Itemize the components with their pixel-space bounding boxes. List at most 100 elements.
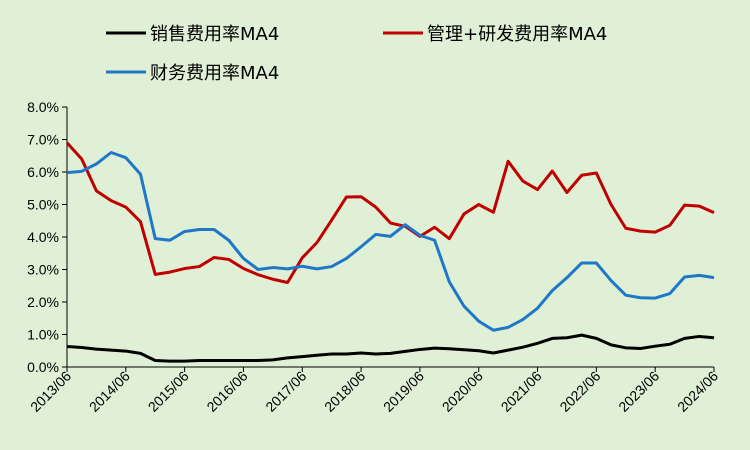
data-point bbox=[639, 347, 641, 349]
data-point bbox=[154, 273, 156, 275]
data-point bbox=[433, 226, 435, 228]
x-tick-label: 2018/06 bbox=[321, 368, 368, 415]
x-tick-label: 2024/06 bbox=[674, 368, 721, 415]
data-point bbox=[345, 196, 347, 198]
data-point bbox=[713, 276, 715, 278]
data-point bbox=[625, 347, 627, 349]
data-point bbox=[522, 318, 524, 320]
data-point bbox=[698, 205, 700, 207]
data-point bbox=[463, 213, 465, 215]
data-point bbox=[669, 224, 671, 226]
y-axis-ticks: 0.0% 1.0% 2.0% 3.0% 4.0% 5.0% 6.0% 7.0% 8.0% bbox=[27, 99, 67, 375]
y-tick-label: 4.0% bbox=[27, 229, 59, 245]
x-axis-ticks: 2013/06 2014/06 2015/06 2016/06 2017/06 2018/… bbox=[27, 367, 721, 415]
y-tick-label: 1.0% bbox=[27, 327, 59, 343]
x-tick-label: 2023/06 bbox=[615, 368, 662, 415]
data-point bbox=[301, 257, 303, 259]
data-point bbox=[610, 279, 612, 281]
data-point bbox=[404, 223, 406, 225]
x-tick-label: 2020/06 bbox=[439, 368, 486, 415]
data-point bbox=[404, 350, 406, 352]
data-point bbox=[713, 337, 715, 339]
data-point bbox=[522, 346, 524, 348]
data-point bbox=[654, 345, 656, 347]
data-point bbox=[330, 353, 332, 355]
data-point bbox=[683, 276, 685, 278]
data-point bbox=[698, 274, 700, 276]
data-point bbox=[139, 221, 141, 223]
data-point bbox=[169, 239, 171, 241]
data-point bbox=[389, 222, 391, 224]
data-point bbox=[639, 230, 641, 232]
data-point bbox=[478, 350, 480, 352]
data-point bbox=[654, 297, 656, 299]
data-point bbox=[110, 151, 112, 153]
data-point bbox=[228, 258, 230, 260]
data-point bbox=[272, 359, 274, 361]
data-point bbox=[198, 228, 200, 230]
data-point bbox=[198, 359, 200, 361]
data-point bbox=[580, 262, 582, 264]
data-point bbox=[448, 281, 450, 283]
legend-label: 财务费用率MA4 bbox=[150, 63, 279, 84]
data-point bbox=[360, 196, 362, 198]
data-point bbox=[492, 211, 494, 213]
data-point bbox=[507, 349, 509, 351]
data-point bbox=[625, 294, 627, 296]
data-point bbox=[375, 233, 377, 235]
data-point bbox=[242, 267, 244, 269]
x-tick-label: 2019/06 bbox=[380, 368, 427, 415]
data-point bbox=[66, 171, 68, 173]
data-point bbox=[433, 239, 435, 241]
data-point bbox=[683, 204, 685, 206]
data-point bbox=[198, 265, 200, 267]
data-point bbox=[66, 345, 68, 347]
data-point bbox=[669, 292, 671, 294]
series-2 bbox=[66, 151, 715, 332]
data-point bbox=[595, 337, 597, 339]
data-point bbox=[125, 350, 127, 352]
data-point bbox=[566, 191, 568, 193]
data-point bbox=[286, 281, 288, 283]
data-point bbox=[95, 163, 97, 165]
data-point bbox=[463, 349, 465, 351]
data-point bbox=[257, 274, 259, 276]
data-point bbox=[316, 268, 318, 270]
data-point bbox=[139, 173, 141, 175]
series-1 bbox=[65, 141, 715, 284]
data-point bbox=[95, 348, 97, 350]
data-point bbox=[536, 307, 538, 309]
data-point bbox=[389, 235, 391, 237]
y-tick-label: 5.0% bbox=[27, 197, 59, 213]
data-point bbox=[375, 353, 377, 355]
x-tick-label: 2014/06 bbox=[86, 368, 133, 415]
data-point bbox=[360, 246, 362, 248]
data-point bbox=[639, 297, 641, 299]
legend-item: 管理+研发费用率MA4 bbox=[383, 24, 607, 45]
data-point bbox=[595, 172, 597, 174]
data-point bbox=[257, 359, 259, 361]
x-tick-label: 2017/06 bbox=[262, 368, 309, 415]
data-point bbox=[463, 305, 465, 307]
data-point bbox=[125, 157, 127, 159]
data-point bbox=[345, 257, 347, 259]
data-point bbox=[66, 142, 68, 144]
data-point bbox=[551, 170, 553, 172]
x-tick-label: 2022/06 bbox=[556, 368, 603, 415]
data-point bbox=[110, 349, 112, 351]
data-point bbox=[654, 231, 656, 233]
data-point bbox=[433, 347, 435, 349]
data-point bbox=[301, 355, 303, 357]
data-point bbox=[566, 337, 568, 339]
data-point bbox=[301, 265, 303, 267]
data-point bbox=[183, 267, 185, 269]
data-point bbox=[492, 352, 494, 354]
data-point bbox=[257, 268, 259, 270]
data-point bbox=[507, 160, 509, 162]
data-point bbox=[419, 348, 421, 350]
data-point bbox=[448, 348, 450, 350]
data-point bbox=[125, 206, 127, 208]
data-point bbox=[419, 234, 421, 236]
legend-item: 财务费用率MA4 bbox=[106, 63, 279, 84]
